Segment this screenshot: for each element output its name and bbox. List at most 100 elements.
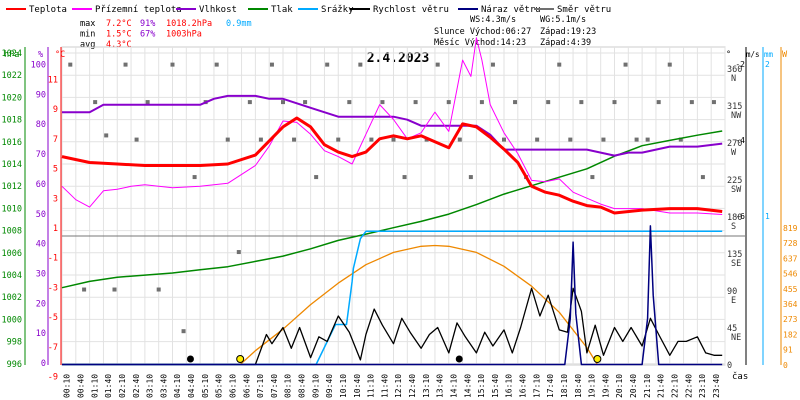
x-tick-label: 04:40 bbox=[187, 374, 196, 398]
temp-tick: 7 bbox=[53, 135, 58, 145]
x-tick-label: 01:10 bbox=[90, 374, 99, 398]
dir-tick-name: S bbox=[731, 222, 736, 232]
mm-axis-label: mm bbox=[764, 50, 774, 59]
w-tick: 91 bbox=[783, 346, 793, 355]
wind-direction-point bbox=[347, 100, 352, 105]
wind-direction-point bbox=[112, 287, 117, 292]
stats-block: max 7.2°C 91% 1018.2hPa 0.9mm min 1.5°C 67% 1003… bbox=[80, 15, 596, 50]
sun-moon-markers bbox=[186, 355, 602, 363]
wind-direction-point bbox=[156, 287, 161, 292]
wind-direction-point bbox=[579, 100, 584, 105]
pct-tick: 10 bbox=[36, 329, 46, 339]
legend-label: Směr větru bbox=[557, 5, 611, 15]
sunrise-text: Slunce Východ:06:27 bbox=[434, 27, 531, 37]
dir-tick-name: NE bbox=[731, 333, 741, 343]
wind-direction-point bbox=[689, 100, 694, 105]
series-line-teplota bbox=[61, 116, 723, 215]
legend-label: Teplota bbox=[29, 5, 67, 15]
sunset-text: Západ:19:23 bbox=[540, 27, 596, 37]
temp-tick: -9 bbox=[48, 373, 58, 383]
wind-direction-point bbox=[490, 62, 495, 67]
stats-label: min bbox=[80, 30, 95, 40]
wind-direction-point bbox=[667, 62, 672, 67]
wind-direction-point bbox=[258, 137, 263, 142]
wind-direction-point bbox=[634, 137, 639, 142]
hpa-tick: 1000 bbox=[2, 315, 22, 325]
x-tick-label: 00:10 bbox=[63, 374, 72, 398]
w-tick: 819 bbox=[783, 224, 798, 233]
ms-tick: -2 bbox=[735, 60, 745, 69]
x-tick-label: 20:10 bbox=[615, 374, 624, 398]
x-tick-label: 16:40 bbox=[519, 374, 528, 398]
wind-direction-point bbox=[292, 137, 297, 142]
dir-tick-name: SW bbox=[731, 185, 742, 195]
w-axis-label: W bbox=[782, 50, 788, 60]
moon-marker bbox=[186, 355, 194, 363]
x-tick-label: 15:40 bbox=[491, 374, 500, 398]
x-tick-label: 10:40 bbox=[353, 374, 362, 398]
legend-label: Náraz větru bbox=[481, 5, 541, 15]
dir-tick: 270 bbox=[727, 139, 742, 149]
x-tick-label: 03:40 bbox=[159, 374, 168, 398]
x-tick-label: 09:10 bbox=[311, 374, 320, 398]
stats-humidity: 91% bbox=[140, 19, 155, 29]
x-tick-label: 22:10 bbox=[670, 374, 679, 398]
wind-direction-point bbox=[590, 175, 595, 180]
w-tick: 364 bbox=[783, 300, 798, 309]
pct-tick: 100 bbox=[31, 61, 46, 71]
wind-direction-point bbox=[380, 100, 385, 105]
hpa-tick: 1020 bbox=[2, 93, 22, 103]
w-tick: 637 bbox=[783, 254, 798, 263]
wind-direction-point bbox=[513, 100, 518, 105]
pct-axis-label: % bbox=[38, 50, 43, 60]
wind-direction-point bbox=[281, 100, 285, 105]
x-tick-label: 01:40 bbox=[104, 374, 113, 398]
x-tick-label: 18:40 bbox=[574, 374, 583, 398]
dir-axis-label: ° bbox=[726, 50, 731, 60]
legend-label: Tlak bbox=[271, 5, 293, 15]
x-tick-label: 06:10 bbox=[228, 374, 237, 398]
hpa-tick: 1018 bbox=[2, 116, 22, 126]
wind-direction-point bbox=[446, 100, 451, 105]
hpa-tick: 998 bbox=[7, 338, 22, 348]
x-tick-label: 10:10 bbox=[339, 374, 348, 398]
wind-direction-point bbox=[325, 62, 330, 67]
wind-direction-point bbox=[336, 137, 341, 142]
x-tick-label: 23:10 bbox=[698, 374, 707, 398]
temp-tick: 1 bbox=[53, 224, 58, 234]
dir-tick: 0 bbox=[727, 361, 732, 371]
stats-temp: 1.5°C bbox=[106, 30, 132, 40]
wind-direction-point bbox=[468, 175, 473, 180]
wind-direction-point bbox=[123, 62, 128, 67]
x-tick-label: 05:10 bbox=[201, 374, 210, 398]
x-tick-label: 12:40 bbox=[408, 374, 417, 398]
x-tick-label: 23:40 bbox=[712, 374, 721, 398]
x-tick-label: 14:40 bbox=[463, 374, 472, 398]
dir-tick: 315 bbox=[727, 102, 742, 112]
dir-tick-name: NW bbox=[731, 111, 742, 121]
legend-label: Srážky bbox=[321, 5, 354, 15]
w-tick: 546 bbox=[783, 270, 798, 279]
grid bbox=[61, 47, 745, 365]
wind-direction-point bbox=[303, 100, 308, 105]
temp-tick: -7 bbox=[48, 343, 58, 353]
temp-tick: 3 bbox=[53, 194, 58, 204]
temp-tick: 11 bbox=[48, 76, 58, 86]
x-tick-label: 06:40 bbox=[242, 374, 251, 398]
wind-direction-point bbox=[214, 62, 219, 67]
w-tick: 0 bbox=[783, 361, 788, 370]
hpa-tick: 1002 bbox=[2, 293, 22, 303]
x-tick-label: 13:10 bbox=[422, 374, 431, 398]
wind-direction-point bbox=[402, 175, 407, 180]
x-tick-label: 02:40 bbox=[132, 374, 141, 398]
wind-direction-point bbox=[557, 62, 562, 67]
dir-tick: 180 bbox=[727, 213, 742, 223]
legend-label: Vlhkost bbox=[199, 5, 237, 15]
x-tick-label: 21:10 bbox=[643, 374, 652, 398]
x-axis: 00:10 00:40 01:10 01:40 02:10 02:40 03:10 03:40… bbox=[63, 374, 721, 398]
wind-direction-point bbox=[612, 100, 617, 105]
hpa-tick: 1012 bbox=[2, 182, 22, 192]
hpa-tick: 1014 bbox=[2, 160, 22, 170]
x-tick-label: 04:10 bbox=[173, 374, 182, 398]
temp-axis-label: °C bbox=[55, 50, 65, 60]
